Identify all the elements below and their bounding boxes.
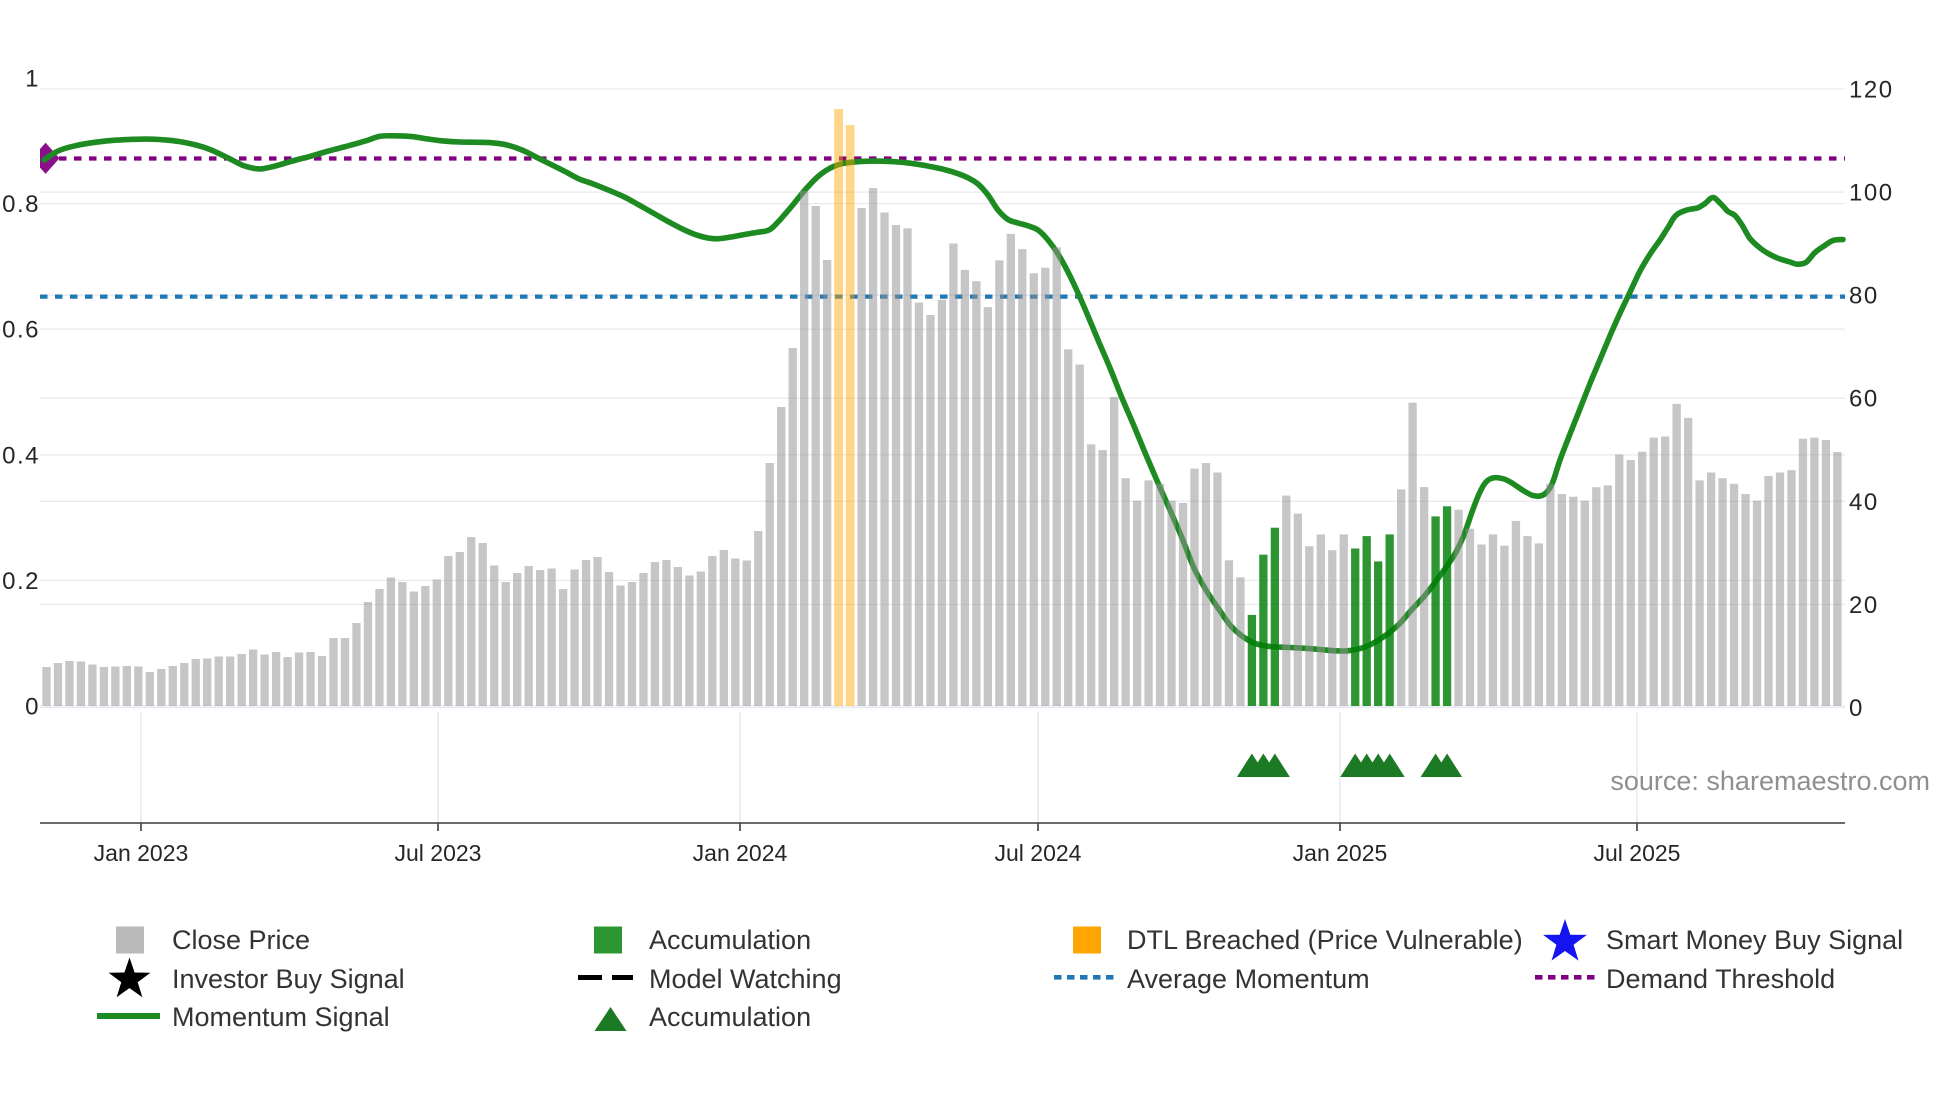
svg-text:Accumulation: Accumulation [649, 925, 811, 955]
svg-text:0.2: 0.2 [2, 568, 40, 595]
svg-text:DTL Breached (Price Vulnerable: DTL Breached (Price Vulnerable) [1127, 925, 1523, 955]
svg-text:Jan 2024: Jan 2024 [693, 840, 788, 866]
svg-text:Average Momentum: Average Momentum [1127, 964, 1370, 994]
svg-text:Jul 2023: Jul 2023 [395, 840, 482, 866]
svg-text:Accumulation: Accumulation [649, 1002, 811, 1032]
svg-text:Model Watching: Model Watching [649, 964, 842, 994]
svg-text:Momentum Signal: Momentum Signal [172, 1002, 390, 1032]
svg-text:0: 0 [25, 694, 40, 721]
svg-text:0.4: 0.4 [2, 442, 40, 469]
svg-text:40: 40 [1849, 489, 1879, 516]
svg-text:Investor Buy Signal: Investor Buy Signal [172, 964, 405, 994]
svg-text:20: 20 [1849, 592, 1879, 619]
svg-text:0.6: 0.6 [2, 317, 40, 344]
svg-text:120: 120 [1849, 77, 1894, 104]
svg-text:Demand Threshold: Demand Threshold [1606, 964, 1835, 994]
svg-text:100: 100 [1849, 180, 1894, 207]
svg-text:60: 60 [1849, 386, 1879, 413]
svg-text:0: 0 [1849, 695, 1864, 722]
svg-text:80: 80 [1849, 283, 1879, 310]
svg-text:Jan 2023: Jan 2023 [94, 840, 189, 866]
svg-text:Smart Money Buy Signal: Smart Money Buy Signal [1606, 925, 1903, 955]
svg-text:1: 1 [25, 66, 40, 93]
svg-text:source: sharemaestro.com: source: sharemaestro.com [1610, 766, 1930, 796]
svg-text:Jul 2025: Jul 2025 [1594, 840, 1681, 866]
svg-text:0.8: 0.8 [2, 191, 40, 218]
svg-text:Jan 2025: Jan 2025 [1293, 840, 1388, 866]
svg-text:Close Price: Close Price [172, 925, 310, 955]
svg-text:Jul 2024: Jul 2024 [995, 840, 1082, 866]
